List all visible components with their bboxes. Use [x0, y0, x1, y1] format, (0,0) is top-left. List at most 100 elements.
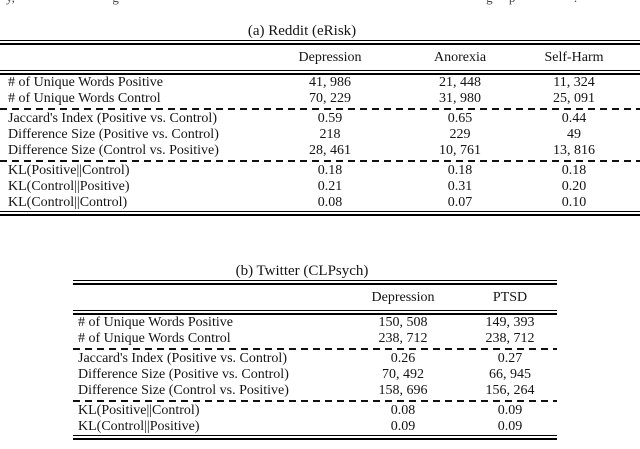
table-row: Jaccard's Index (Positive vs. Control) 0… — [0, 111, 640, 127]
table-row: Difference Size (Positive vs. Control) 7… — [73, 367, 557, 383]
top-rule-line — [73, 280, 557, 285]
cell-value: 0.09 — [497, 419, 523, 434]
rule-row — [73, 310, 557, 315]
table-row: Difference Size (Control vs. Positive) 1… — [73, 383, 557, 399]
row-label: Difference Size (Positive vs. Control) — [8, 127, 219, 142]
rule-row — [73, 280, 557, 285]
cell-value: 0.09 — [390, 419, 416, 434]
cell-value: 0.09 — [497, 403, 523, 418]
cell-value: 0.27 — [497, 351, 523, 366]
table-row: KL(Control||Control) 0.08 0.07 0.10 — [0, 195, 640, 212]
dashed-divider — [73, 347, 557, 351]
cell-value: 28, 461 — [309, 143, 351, 158]
dashed-divider — [73, 399, 557, 403]
cell-value: 41, 986 — [309, 75, 351, 90]
cell-value: 13, 816 — [553, 143, 595, 158]
cell-value: 0.21 — [317, 179, 343, 194]
cell-value: 66, 945 — [489, 367, 531, 382]
row-label: Difference Size (Control vs. Positive) — [78, 383, 289, 398]
cell-value: 0.44 — [561, 111, 587, 126]
column-header-depression: Depression — [298, 50, 362, 65]
table-b-header-row: Depression PTSD — [73, 284, 557, 311]
cell-value: 70, 492 — [382, 367, 424, 382]
rule-row — [0, 70, 640, 75]
table-row: Jaccard's Index (Positive vs. Control) 0… — [73, 351, 557, 367]
cell-value: 229 — [449, 127, 471, 142]
row-label: Jaccard's Index (Positive vs. Control) — [8, 111, 217, 126]
row-label: KL(Control||Positive) — [8, 179, 130, 194]
corner-blank — [73, 284, 343, 311]
table-a-caption: (a) Reddit (eRisk) — [247, 23, 357, 39]
cell-value: 218 — [319, 127, 341, 142]
row-label: KL(Positive||Control) — [78, 403, 200, 418]
table-row: KL(Positive||Control) 0.08 0.09 — [73, 403, 557, 419]
cell-value: 21, 448 — [439, 75, 481, 90]
table-row: KL(Control||Positive) 0.21 0.31 0.20 — [0, 179, 640, 195]
row-label: KL(Positive||Control) — [8, 163, 130, 178]
table-row: KL(Control||Positive) 0.09 0.09 — [73, 419, 557, 436]
bottom-rule-line — [0, 211, 640, 216]
bottom-rule-line — [73, 435, 557, 440]
table-row: Difference Size (Control vs. Positive) 2… — [0, 143, 640, 159]
row-label: Difference Size (Control vs. Positive) — [8, 143, 219, 158]
table-b-twitter-clpsych: Depression PTSD # of Unique Words Positi… — [73, 280, 557, 440]
cell-value: 0.20 — [561, 179, 587, 194]
table-a-reddit-erisk: Depression Anorexia Self-Harm # of Uniqu… — [0, 40, 640, 216]
table-row: # of Unique Words Control 238, 712 238, … — [73, 331, 557, 347]
cell-value: 0.08 — [390, 403, 416, 418]
table-row: # of Unique Words Control 70, 229 31, 98… — [0, 91, 640, 107]
cell-value: 156, 264 — [485, 383, 535, 398]
column-header-depression: Depression — [371, 290, 435, 305]
cell-value: 0.59 — [317, 111, 343, 126]
divider-row — [0, 107, 640, 111]
rule-row — [0, 40, 640, 45]
row-label: Jaccard's Index (Positive vs. Control) — [78, 351, 287, 366]
table-a-header-row: Depression Anorexia Self-Harm — [0, 44, 640, 71]
row-label: KL(Control||Positive) — [78, 419, 200, 434]
row-label: # of Unique Words Control — [8, 91, 161, 106]
row-label: KL(Control||Control) — [8, 195, 128, 210]
cell-value: 0.08 — [317, 195, 343, 210]
rule-row — [73, 435, 557, 440]
column-header-self-harm: Self-Harm — [544, 50, 604, 65]
cell-value: 0.07 — [447, 195, 473, 210]
cell-value: 0.65 — [447, 111, 473, 126]
dashed-divider — [0, 159, 640, 163]
top-rule-line — [0, 40, 640, 45]
column-header-ptsd: PTSD — [492, 290, 528, 305]
cell-value: 0.10 — [561, 195, 587, 210]
header-rule-line — [0, 70, 640, 75]
cell-value: 149, 393 — [485, 315, 535, 330]
corner-blank — [0, 44, 260, 71]
rule-row — [0, 211, 640, 216]
cell-value: 10, 761 — [439, 143, 481, 158]
cell-value: 158, 696 — [378, 383, 428, 398]
cell-value: 150, 508 — [378, 315, 428, 330]
table-row: # of Unique Words Positive 41, 986 21, 4… — [0, 74, 640, 91]
row-label: # of Unique Words Control — [78, 331, 231, 346]
cell-value: 0.18 — [561, 163, 587, 178]
cell-value: 31, 980 — [439, 91, 481, 106]
divider-row — [73, 399, 557, 403]
cell-value: 25, 091 — [553, 91, 595, 106]
cell-value: 238, 712 — [378, 331, 428, 346]
table-row: # of Unique Words Positive 150, 508 149,… — [73, 314, 557, 331]
cell-value: 0.18 — [447, 163, 473, 178]
row-label: # of Unique Words Positive — [78, 315, 233, 330]
cell-value: 49 — [567, 127, 581, 142]
clipped-text-fragments: y, g g p . — [6, 0, 577, 6]
table-row: Difference Size (Positive vs. Control) 2… — [0, 127, 640, 143]
cell-value: 0.26 — [390, 351, 416, 366]
table-row: KL(Positive||Control) 0.18 0.18 0.18 — [0, 163, 640, 179]
cell-value: 0.18 — [317, 163, 343, 178]
dashed-divider — [0, 107, 640, 111]
cell-value: 0.31 — [447, 179, 473, 194]
divider-row — [0, 159, 640, 163]
cell-value: 238, 712 — [485, 331, 535, 346]
cell-value: 70, 229 — [309, 91, 351, 106]
row-label: Difference Size (Positive vs. Control) — [78, 367, 289, 382]
column-header-anorexia: Anorexia — [433, 50, 487, 65]
header-rule-line — [73, 310, 557, 315]
table-b-caption: (b) Twitter (CLPsych) — [235, 263, 369, 279]
